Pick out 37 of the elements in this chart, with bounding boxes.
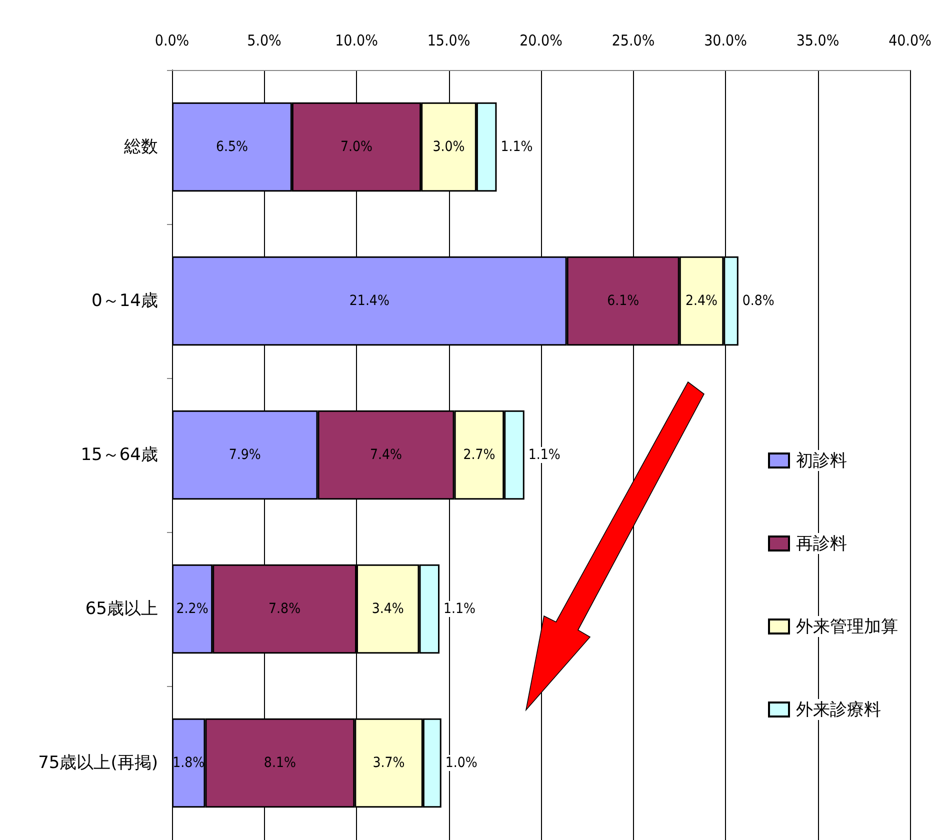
x-tick-label: 30.0% <box>704 32 748 50</box>
data-label: 2.7% <box>463 447 496 463</box>
data-label: 1.1% <box>500 139 533 155</box>
data-label: 2.4% <box>686 293 718 309</box>
x-tick-label: 15.0% <box>427 32 470 50</box>
data-label: 7.0% <box>340 139 373 155</box>
data-label: 2.2% <box>176 601 208 617</box>
data-label: 21.4% <box>349 293 390 309</box>
data-label: 7.8% <box>268 601 301 617</box>
x-tick-label: 0.0% <box>154 32 190 50</box>
data-label: 7.9% <box>228 447 261 463</box>
y-tick-label: 0～14歳 <box>92 291 158 311</box>
data-label: 1.1% <box>444 601 476 617</box>
data-label: 0.8% <box>742 293 774 309</box>
data-label: 1.0% <box>445 755 478 771</box>
legend-label: 再診料 <box>796 534 847 553</box>
data-label: 3.7% <box>372 755 405 771</box>
legend-label: 外来管理加算 <box>796 617 898 636</box>
data-label: 3.4% <box>372 601 404 617</box>
x-tick-label: 20.0% <box>520 32 563 50</box>
data-label: 6.5% <box>216 139 248 155</box>
x-tick-label: 25.0% <box>612 32 655 50</box>
legend-label: 外来診療料 <box>796 700 881 719</box>
x-tick-label: 40.0% <box>888 32 932 50</box>
data-label: 3.0% <box>432 139 465 155</box>
y-tick-label: 総数 <box>123 137 158 157</box>
data-label: 8.1% <box>264 755 296 771</box>
y-tick-label: 65歳以上 <box>85 599 158 619</box>
x-tick-label: 10.0% <box>335 32 378 50</box>
legend-label: 初診料 <box>796 451 847 470</box>
data-label: 7.4% <box>370 447 402 463</box>
x-tick-label: 35.0% <box>796 32 840 50</box>
data-label: 6.1% <box>607 293 640 309</box>
y-tick-label: 15～64歳 <box>80 445 158 465</box>
x-tick-label: 5.0% <box>247 32 282 50</box>
y-tick-label: 75歳以上(再掲) <box>38 753 158 773</box>
data-label: 1.1% <box>528 447 560 463</box>
